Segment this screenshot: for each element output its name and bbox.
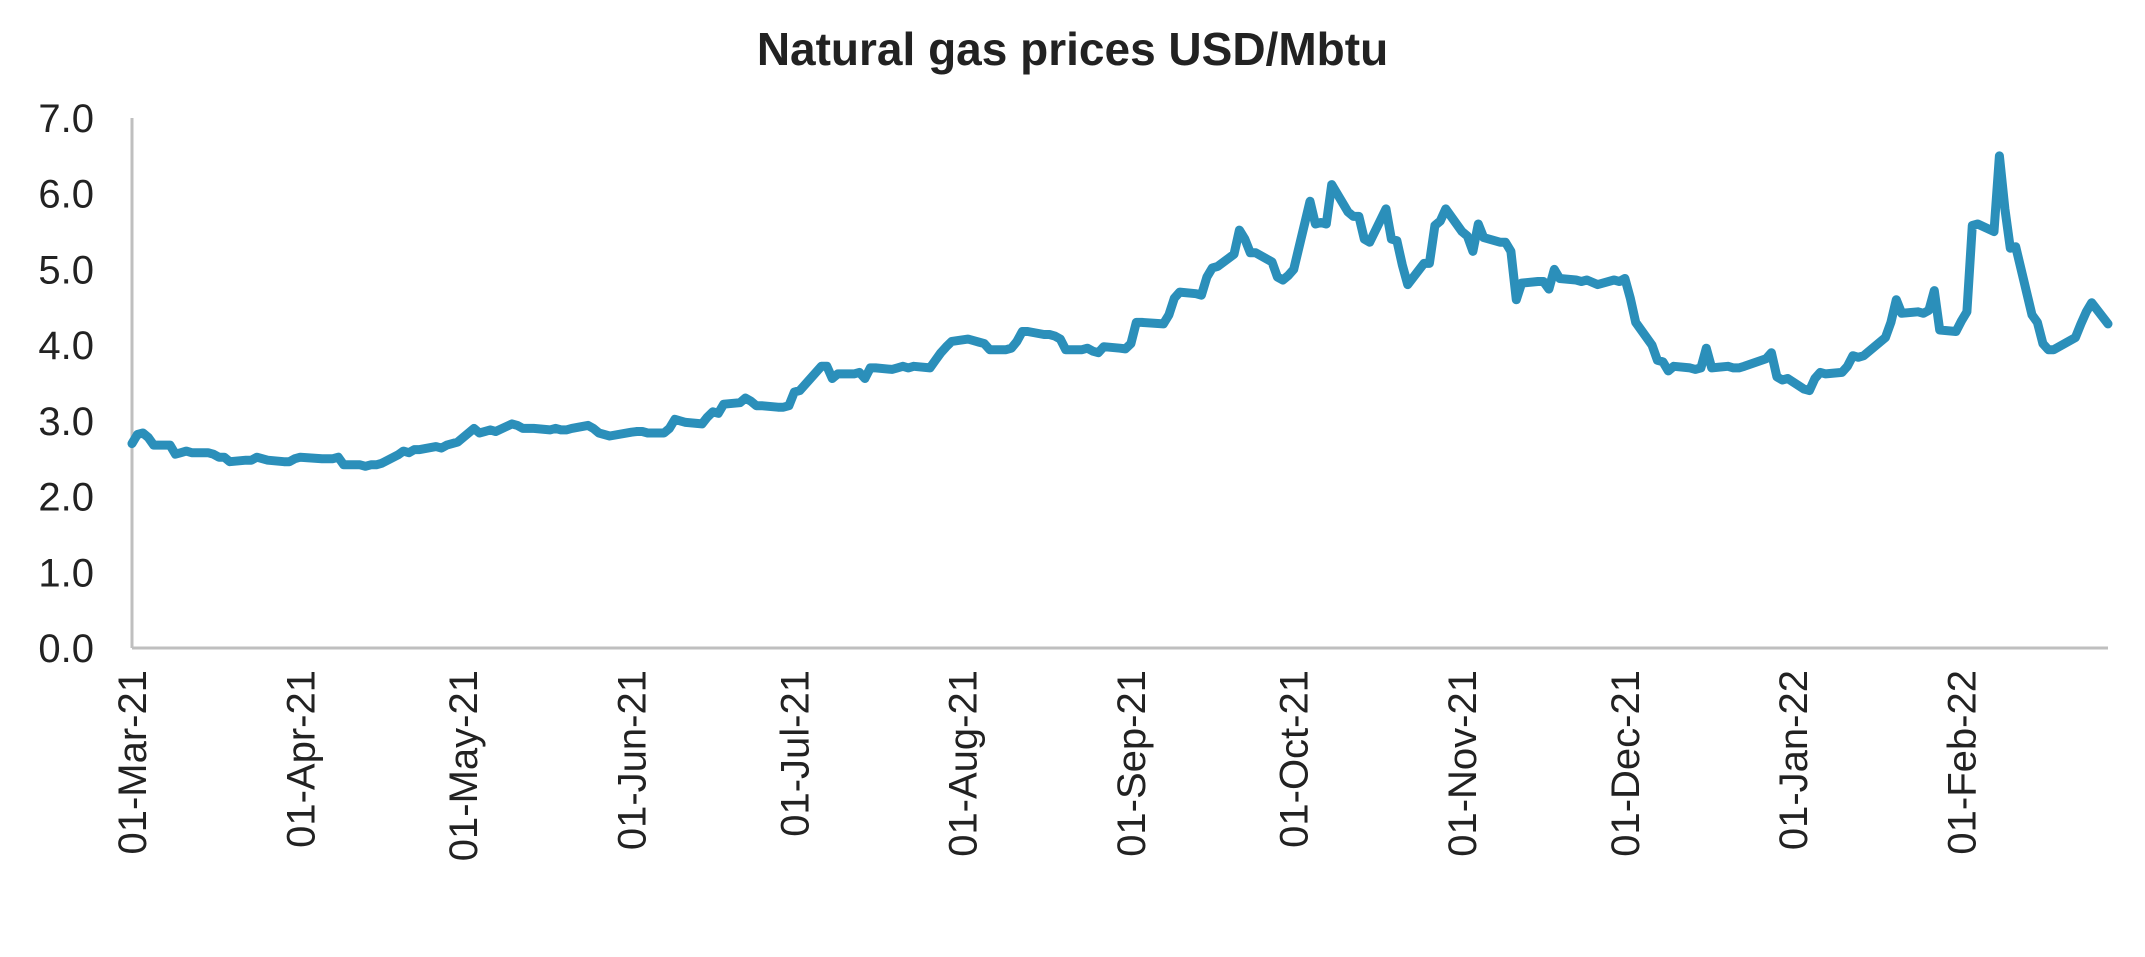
series-line-natural-gas-price — [127, 151, 2113, 471]
x-tick-label: 01-Sep-21 — [1110, 670, 1154, 857]
x-tick-label: 01-Oct-21 — [1273, 670, 1317, 848]
y-tick-label: 4.0 — [38, 324, 94, 368]
y-axis-tick-labels: 0.0 1.0 2.0 3.0 4.0 5.0 6.0 7.0 — [38, 97, 94, 671]
y-tick-label: 1.0 — [38, 551, 94, 595]
y-tick-label: 7.0 — [38, 97, 94, 141]
y-tick-label: 0.0 — [38, 627, 94, 671]
x-tick-label: 01-Jun-21 — [610, 670, 654, 850]
x-tick-label: 01-Mar-21 — [111, 670, 155, 855]
x-tick-label: 01-Apr-21 — [279, 670, 323, 848]
x-tick-label: 01-Feb-22 — [1940, 670, 1984, 855]
x-axis-tick-labels: 01-Mar-21 01-Apr-21 01-May-21 01-Jun-21 01-J… — [111, 670, 1984, 861]
y-tick-label: 2.0 — [38, 476, 94, 520]
x-tick-label: 01-Jan-22 — [1772, 670, 1816, 850]
y-tick-label: 3.0 — [38, 400, 94, 444]
x-tick-label: 01-Dec-21 — [1604, 670, 1648, 857]
x-tick-label: 01-Nov-21 — [1441, 670, 1485, 857]
chart-title: Natural gas prices USD/Mbtu — [756, 23, 1389, 75]
x-tick-label: 01-Aug-21 — [942, 670, 986, 857]
x-tick-label: 01-Jul-21 — [773, 670, 817, 837]
y-tick-label: 5.0 — [38, 248, 94, 292]
y-tick-label: 6.0 — [38, 173, 94, 217]
x-tick-label: 01-May-21 — [442, 670, 486, 861]
